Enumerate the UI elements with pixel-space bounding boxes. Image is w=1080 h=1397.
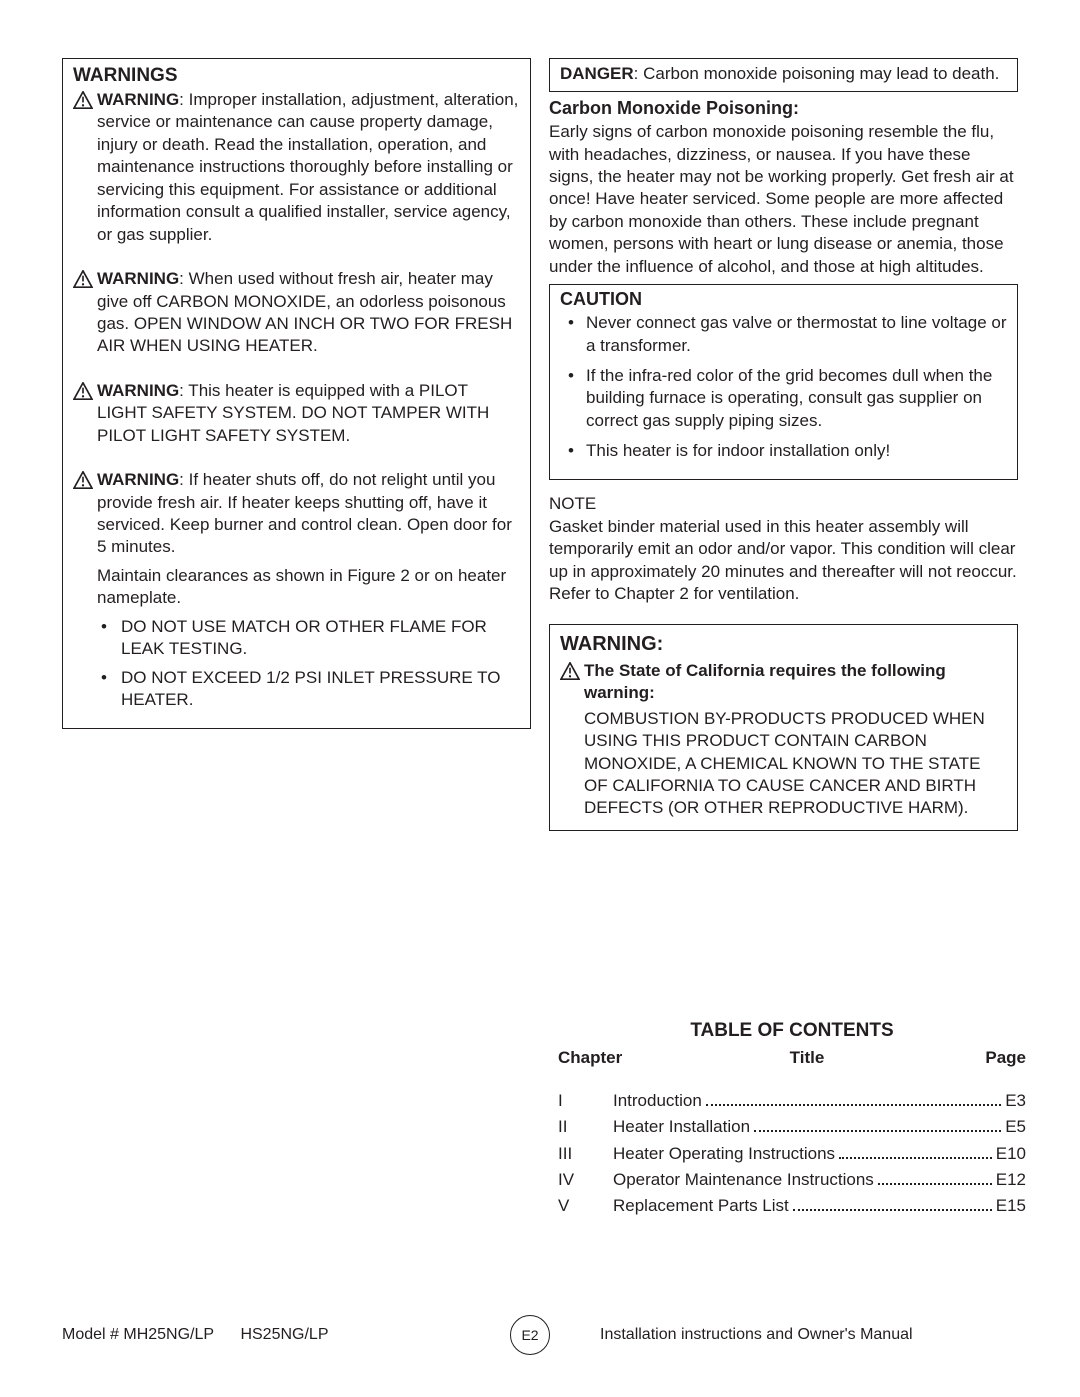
maintain-text: Maintain clearances as shown in Figure 2… [97, 565, 520, 610]
toc-leader-dots [793, 1209, 992, 1211]
toc-page: E5 [1005, 1114, 1026, 1140]
toc-chapter: V [558, 1193, 613, 1219]
right-column: DANGER: Carbon monoxide poisoning may le… [549, 58, 1018, 831]
toc-entry-title: Heater Operating Instructions [613, 1141, 835, 1167]
toc-leader-dots [754, 1130, 1001, 1132]
danger-text: : Carbon monoxide poisoning may lead to … [634, 64, 1000, 83]
warning-triangle-icon [560, 662, 580, 680]
warning-label: WARNING [97, 381, 179, 400]
caution-bullet: This heater is for indoor installation o… [560, 440, 1007, 462]
toc-row: VReplacement Parts List E15 [558, 1193, 1026, 1219]
footer-doc-title: Installation instructions and Owner's Ma… [580, 1326, 1018, 1344]
toc-col-chapter: Chapter [558, 1048, 648, 1068]
warning-item: WARNING: If heater shuts off, do not rel… [73, 469, 520, 559]
warning-triangle-icon [73, 270, 93, 288]
warning-triangle-icon [73, 91, 93, 109]
warning-text: WARNING: If heater shuts off, do not rel… [97, 469, 520, 559]
toc-entry-title: Replacement Parts List [613, 1193, 789, 1219]
caution-heading: CAUTION [560, 289, 1007, 310]
note-text: Gasket binder material used in this heat… [549, 516, 1018, 606]
toc-row: IVOperator Maintenance Instructions E12 [558, 1167, 1026, 1193]
page-footer: Model # MH25NG/LP HS25NG/LP E2 Installat… [0, 1315, 1080, 1355]
toc-entry-title: Operator Maintenance Instructions [613, 1167, 874, 1193]
warnings-box: WARNINGS WARNING: Improper installation,… [62, 58, 531, 729]
warning-label: WARNING [97, 90, 179, 109]
warning-text: WARNING: When used without fresh air, he… [97, 268, 520, 358]
toc-leader-dots [878, 1183, 992, 1185]
caution-box: CAUTION Never connect gas valve or therm… [549, 284, 1018, 480]
toc-chapter: II [558, 1114, 613, 1140]
toc-row: IIntroduction E3 [558, 1088, 1026, 1114]
toc-page: E3 [1005, 1088, 1026, 1114]
warning-bullet: DO NOT EXCEED 1/2 PSI INLET PRESSURE TO … [97, 667, 520, 712]
warning-triangle-icon [73, 382, 93, 400]
caution-bullet: If the infra-red color of the grid becom… [560, 365, 1007, 432]
toc-entry-title: Heater Installation [613, 1114, 750, 1140]
warning-triangle-icon [73, 471, 93, 489]
caution-bullet: Never connect gas valve or thermostat to… [560, 312, 1007, 357]
danger-box: DANGER: Carbon monoxide poisoning may le… [549, 58, 1018, 92]
ca-warning-line: The State of California requires the fol… [584, 660, 1007, 704]
warning-label: WARNING [97, 470, 179, 489]
warning-item: WARNING: This heater is equipped with a … [73, 380, 520, 447]
ca-warning-head: WARNING: [560, 633, 1007, 656]
note-label: NOTE [549, 494, 1018, 514]
warning-text: WARNING: This heater is equipped with a … [97, 380, 520, 447]
warning-item: WARNING: Improper installation, adjustme… [73, 89, 520, 246]
california-warning-box: WARNING: The State of California require… [549, 624, 1018, 831]
toc-chapter: IV [558, 1167, 613, 1193]
footer-model: Model # MH25NG/LP HS25NG/LP [62, 1326, 480, 1344]
warning-bullet: DO NOT USE MATCH OR OTHER FLAME FOR LEAK… [97, 616, 520, 661]
left-column: WARNINGS WARNING: Improper installation,… [62, 58, 531, 831]
toc-chapter: I [558, 1088, 613, 1114]
toc-leader-dots [839, 1157, 992, 1159]
warning-item: WARNING: When used without fresh air, he… [73, 268, 520, 358]
toc-col-title: Title [648, 1048, 966, 1068]
footer-page-number: E2 [510, 1315, 550, 1355]
toc-row: IIHeater Installation E5 [558, 1114, 1026, 1140]
co-text: Early signs of carbon monoxide poisoning… [549, 121, 1018, 278]
table-of-contents: TABLE OF CONTENTS Chapter Title Page IIn… [558, 1020, 1026, 1220]
toc-page: E15 [996, 1193, 1026, 1219]
danger-label: DANGER [560, 64, 634, 83]
toc-entry-title: Introduction [613, 1088, 702, 1114]
page-body: WARNINGS WARNING: Improper installation,… [0, 0, 1080, 831]
toc-col-page: Page [966, 1048, 1026, 1068]
toc-leader-dots [706, 1104, 1001, 1106]
toc-title: TABLE OF CONTENTS [558, 1020, 1026, 1042]
toc-row: IIIHeater Operating Instructions E10 [558, 1141, 1026, 1167]
warning-text: WARNING: Improper installation, adjustme… [97, 89, 520, 246]
toc-page: E10 [996, 1141, 1026, 1167]
toc-header: Chapter Title Page [558, 1048, 1026, 1068]
toc-chapter: III [558, 1141, 613, 1167]
toc-page: E12 [996, 1167, 1026, 1193]
warnings-heading: WARNINGS [73, 65, 520, 87]
ca-warning-body: COMBUSTION BY-PRODUCTS PRODUCED WHEN USI… [584, 708, 1007, 820]
co-heading: Carbon Monoxide Poisoning: [549, 98, 1018, 119]
warning-label: WARNING [97, 269, 179, 288]
